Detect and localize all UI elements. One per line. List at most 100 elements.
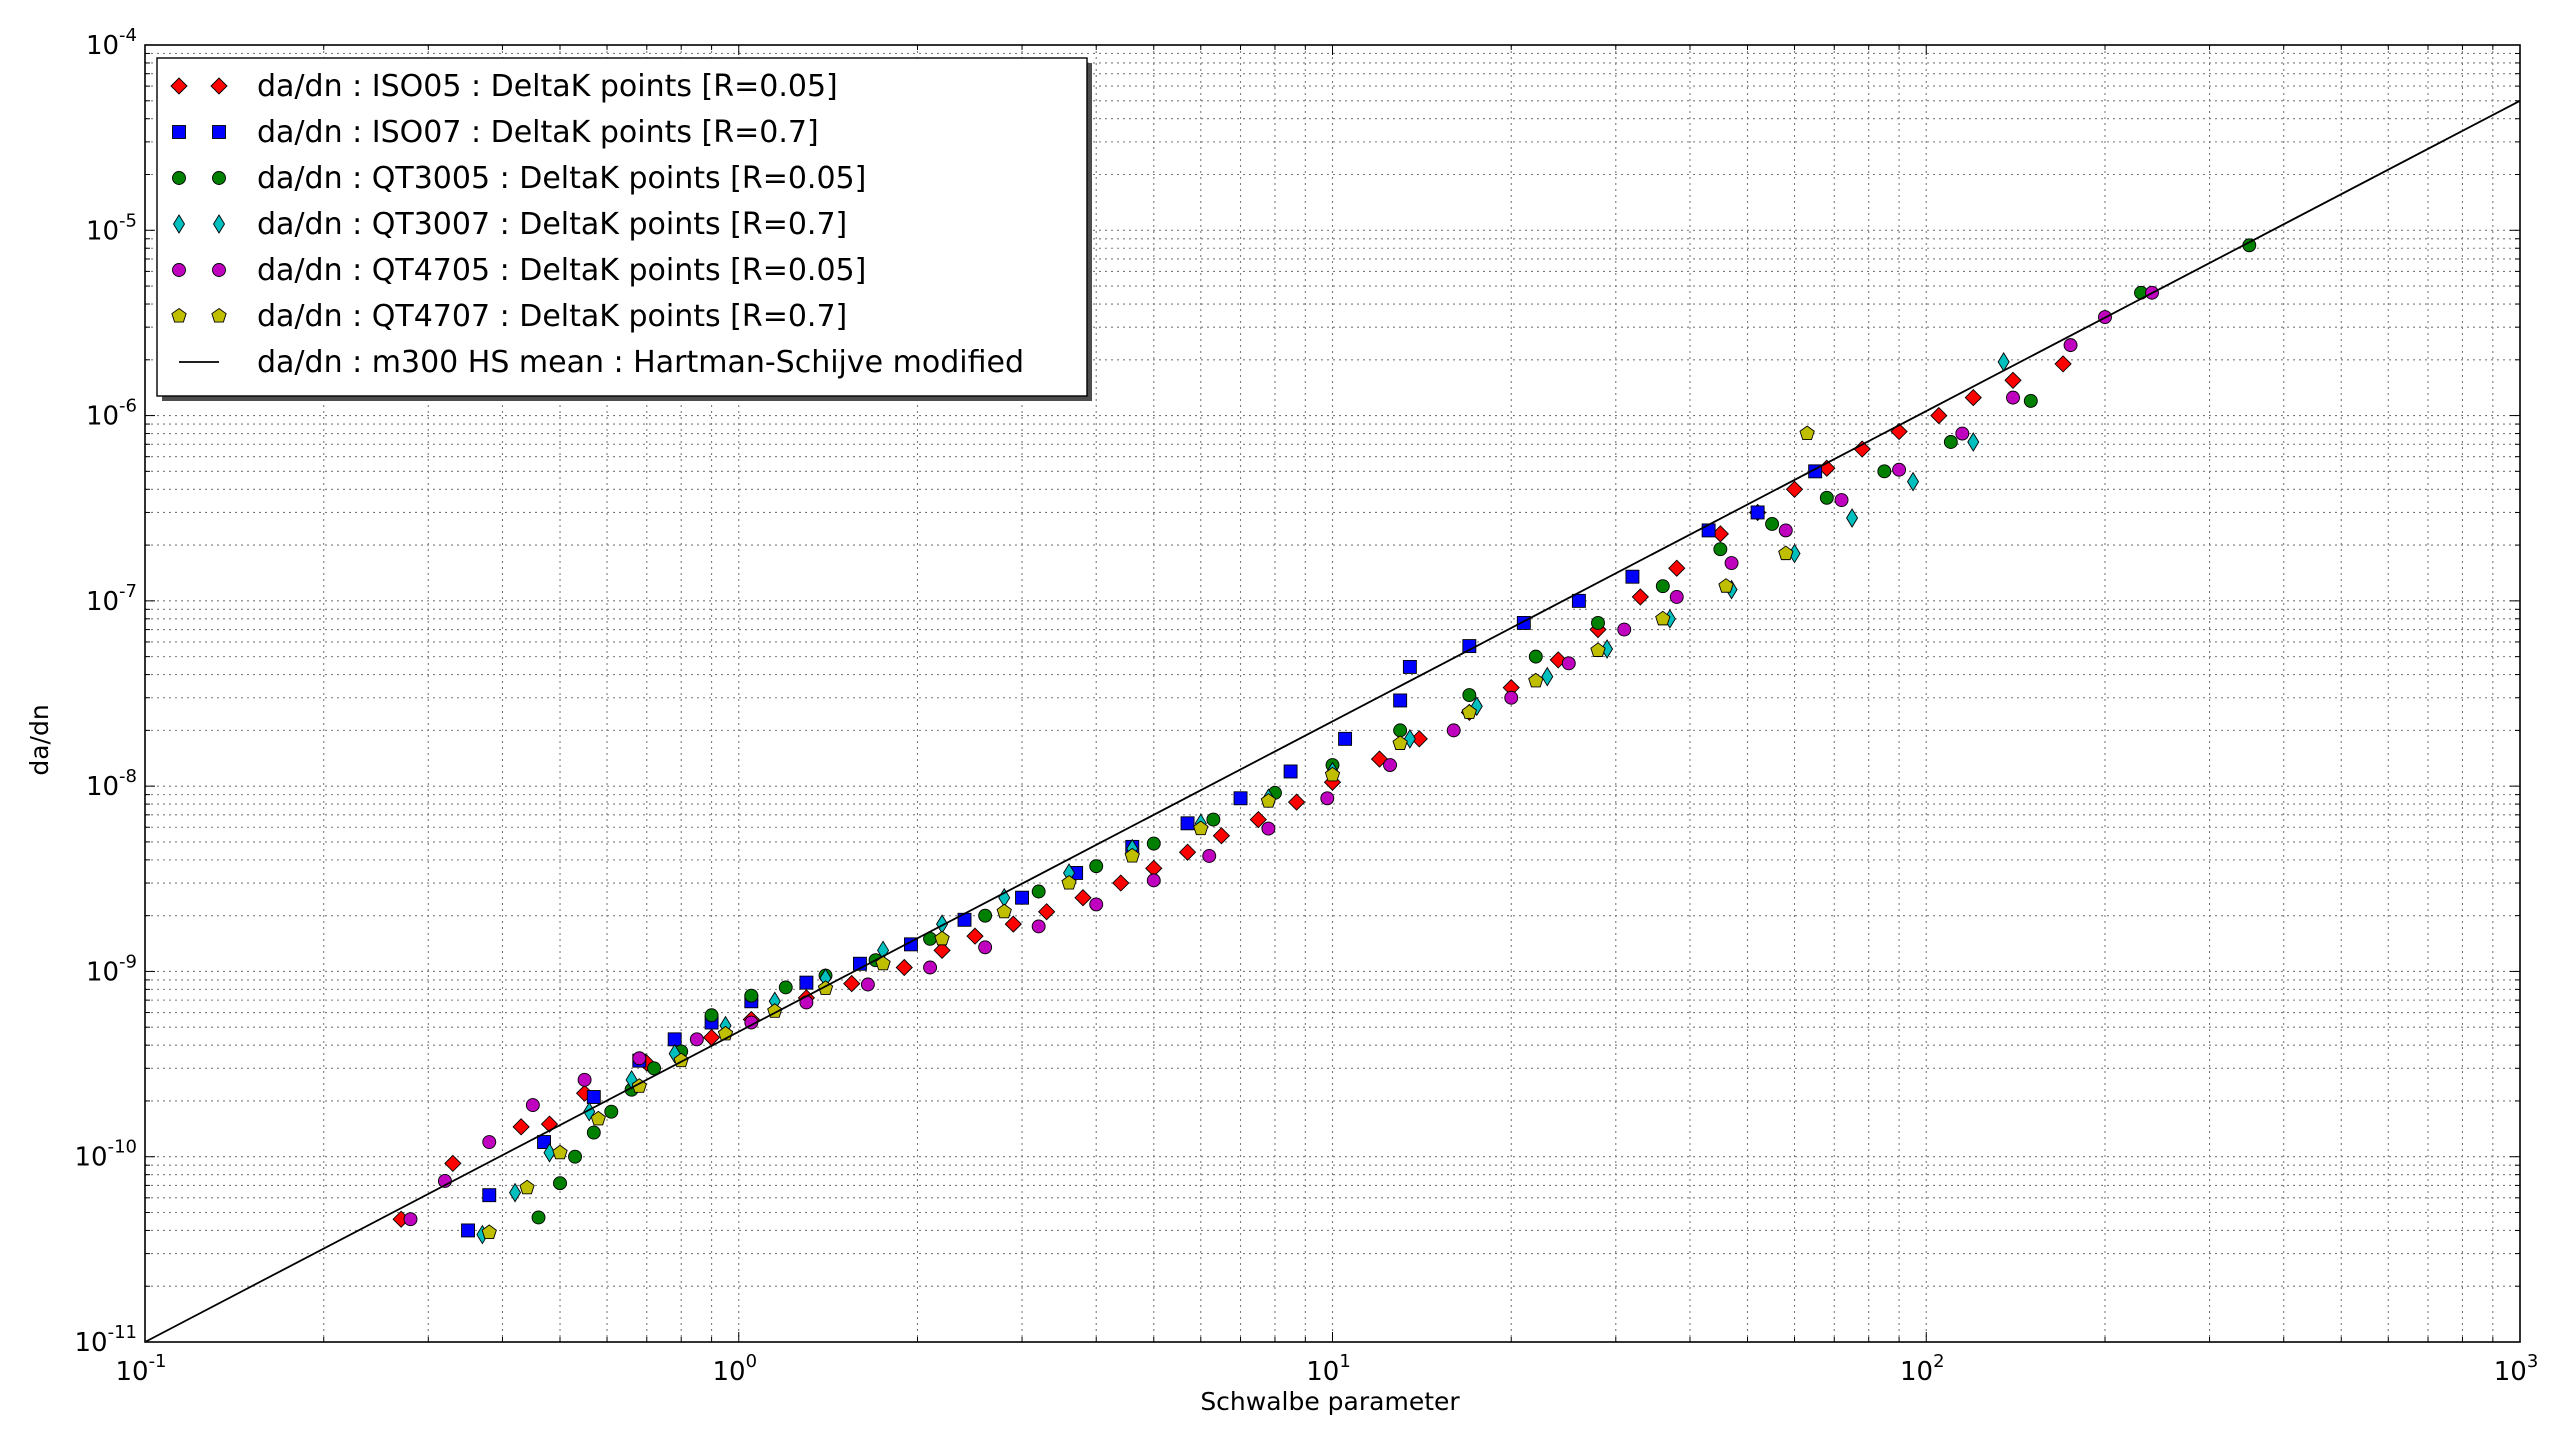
x-tick-label: 103: [2494, 1351, 2539, 1387]
data-point: [1403, 728, 1416, 749]
data-point: [1146, 836, 1161, 851]
legend-marker: [172, 214, 186, 234]
data-point: [1178, 843, 1197, 861]
data-point: [1906, 471, 1920, 492]
data-point: [577, 1072, 592, 1087]
data-point: [744, 988, 759, 1003]
data-point: [923, 960, 938, 975]
data-point: [1212, 827, 1231, 845]
legend-label: da/dn : ISO05 : DeltaK points [R=0.05]: [257, 69, 838, 104]
data-point: [1146, 873, 1161, 888]
data-point: [1819, 490, 1834, 505]
legend-marker: [212, 214, 226, 234]
data-point: [1037, 903, 1056, 921]
series-6: [144, 99, 2521, 1343]
legend-box: [156, 57, 1088, 397]
legend-entry: da/dn : QT4705 : DeltaK points [R=0.05]: [172, 253, 866, 288]
series-2: [531, 238, 2257, 1225]
legend-marker: [212, 171, 226, 185]
data-point: [996, 903, 1012, 919]
data-point: [1124, 847, 1140, 863]
data-point: [1718, 578, 1734, 593]
data-point: [2006, 390, 2020, 405]
legend-marker: [170, 77, 188, 95]
data-point: [553, 1176, 567, 1191]
data-point: [2023, 393, 2038, 408]
data-point: [1750, 505, 1765, 520]
data-point: [778, 980, 793, 995]
data-point: [1180, 816, 1195, 831]
data-point: [1287, 793, 1306, 811]
data-point: [1233, 791, 1248, 806]
data-point: [1724, 556, 1739, 570]
legend-entry: da/dn : QT3007 : DeltaK points [R=0.7]: [172, 207, 847, 242]
data-point: [1967, 432, 1980, 452]
x-tick-label: 100: [712, 1351, 757, 1387]
data-point: [978, 908, 993, 923]
data-point: [568, 1149, 582, 1164]
data-point: [1461, 704, 1477, 719]
y-tick-label: 10-9: [86, 951, 137, 987]
y-tick-label: 10-6: [86, 396, 137, 432]
data-point: [482, 1135, 497, 1149]
y-tick-label: 10-8: [86, 766, 137, 802]
data-point: [1778, 523, 1793, 538]
data-point: [604, 1104, 619, 1119]
data-point: [1462, 688, 1477, 703]
legend-label: da/dn : m300 HS mean : Hartman-Schijve m…: [257, 345, 1024, 380]
data-point: [2063, 338, 2078, 353]
data-point: [1943, 435, 1958, 449]
data-point: [1930, 406, 1948, 425]
data-point: [1074, 889, 1092, 907]
data-point: [704, 1008, 719, 1023]
legend: da/dn : ISO05 : DeltaK points [R=0.05] da…: [156, 57, 1092, 401]
data-point: [1393, 723, 1408, 738]
data-point: [978, 940, 993, 955]
data-point: [799, 975, 814, 990]
data-point: [1785, 480, 1804, 498]
data-point: [1504, 690, 1519, 705]
data-point: [586, 1125, 601, 1140]
data-point: [509, 1182, 522, 1203]
data-point: [481, 1224, 497, 1240]
data-point: [1877, 464, 1892, 479]
data-point: [1324, 766, 1341, 782]
data-point: [1591, 615, 1605, 630]
data-point: [525, 1098, 540, 1113]
data-point: [1392, 735, 1408, 750]
data-point: [1799, 425, 1815, 441]
data-point: [966, 927, 984, 945]
data-point: [1383, 758, 1397, 772]
data-point: [1590, 642, 1606, 657]
x-axis-label: Schwalbe parameter: [1200, 1387, 1460, 1416]
data-point: [1713, 542, 1728, 557]
data-point: [1112, 874, 1130, 892]
data-point: [1249, 810, 1267, 829]
data-point: [1015, 890, 1029, 905]
data-point: [860, 977, 875, 992]
y-tick-label: 10-10: [75, 1137, 138, 1173]
data-point: [1528, 672, 1544, 688]
legend-entry: da/dn : QT4707 : DeltaK points [R=0.7]: [171, 299, 847, 334]
data-point: [1193, 820, 1209, 836]
data-point: [1955, 426, 1970, 441]
series-4: [403, 285, 2159, 1227]
data-point: [1206, 812, 1221, 827]
data-point: [1778, 545, 1794, 561]
legend-marker: [210, 77, 228, 95]
data-point: [512, 1118, 530, 1136]
data-point: [586, 1090, 601, 1104]
data-point: [1669, 589, 1684, 604]
data-point: [461, 1223, 475, 1238]
data-point: [590, 1110, 606, 1126]
data-point: [1260, 793, 1277, 808]
data-point: [1571, 593, 1586, 608]
legend-marker: [172, 171, 186, 185]
fit-line: [144, 99, 2521, 1343]
data-point: [444, 1154, 462, 1173]
data-point: [647, 1061, 661, 1076]
x-tick-label: 101: [1306, 1351, 1351, 1387]
data-point: [2004, 371, 2022, 389]
